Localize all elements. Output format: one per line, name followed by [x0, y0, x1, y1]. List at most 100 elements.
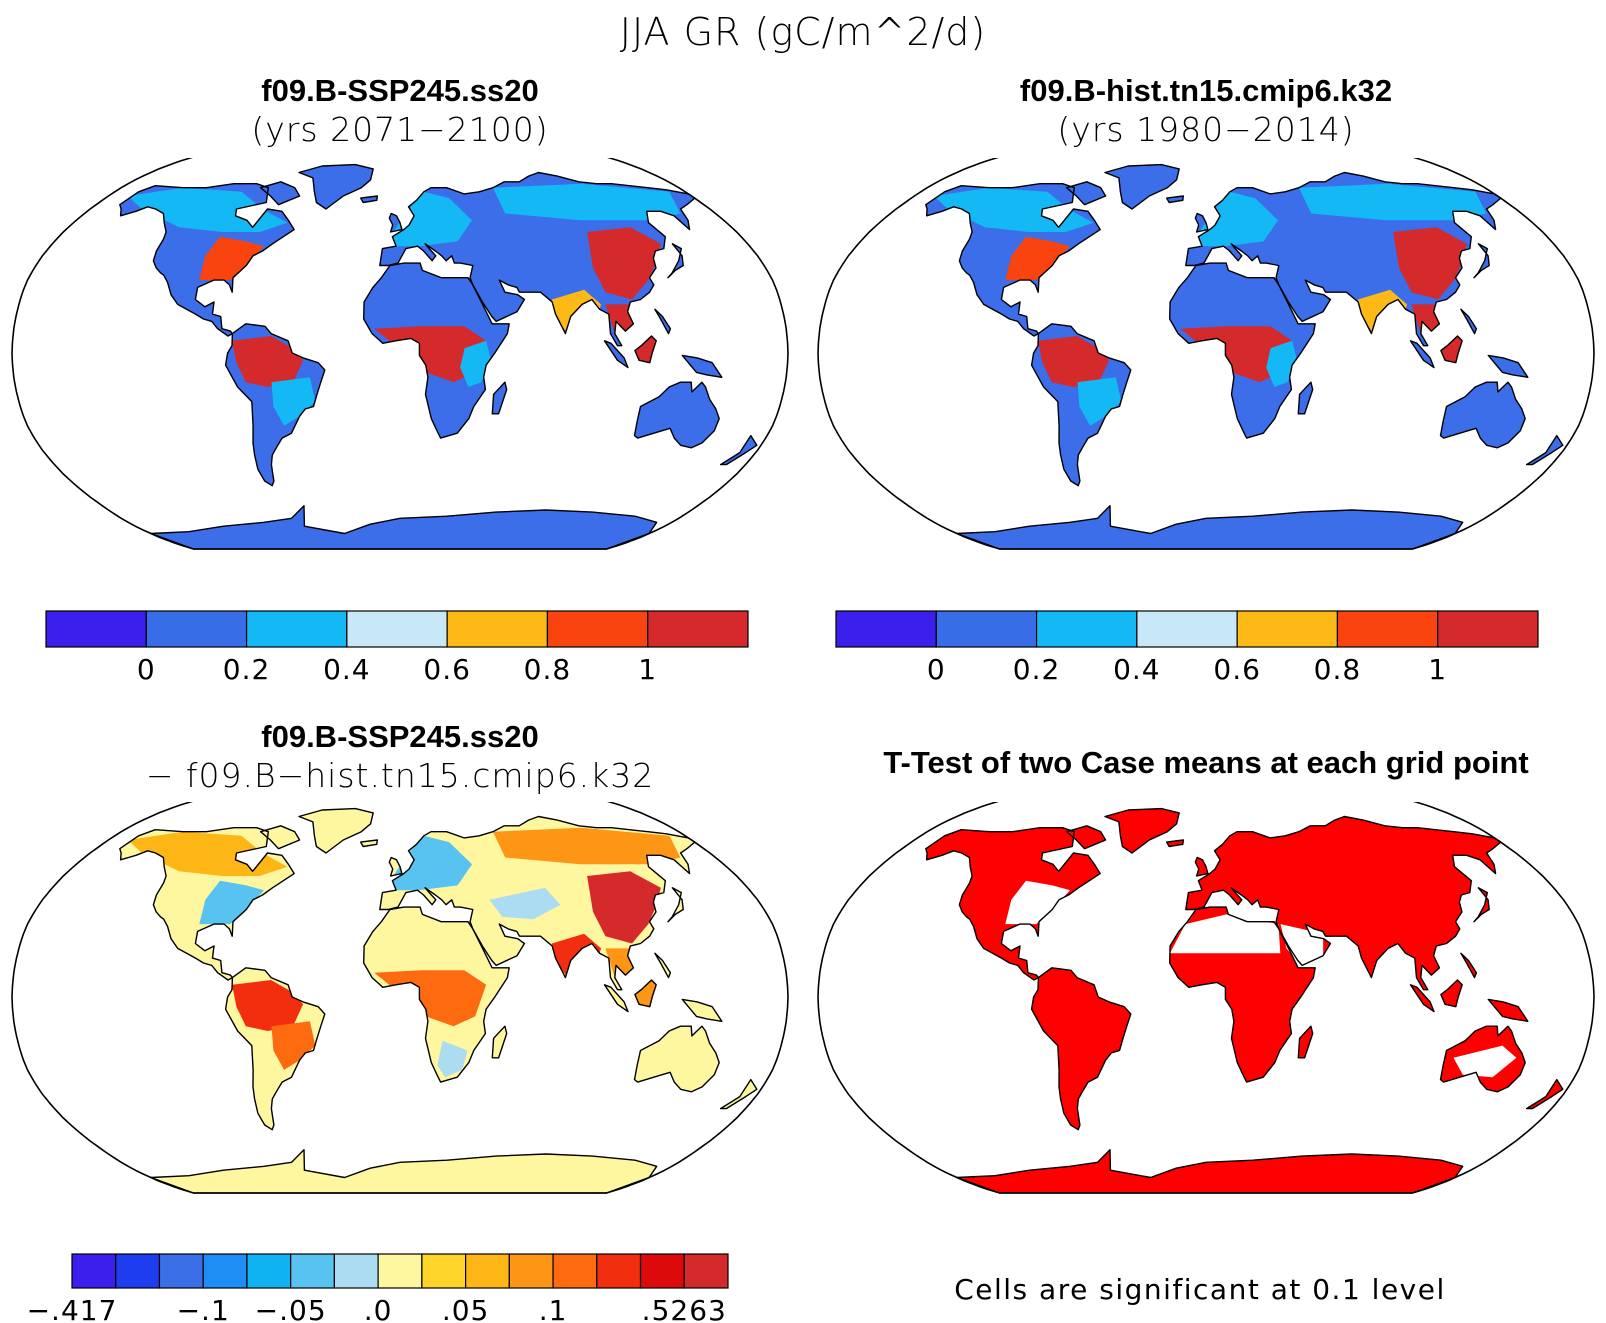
coastline-borneo — [634, 979, 657, 1008]
coastline-australia — [1439, 381, 1526, 449]
colorbar-label: 0.4 — [323, 653, 371, 686]
colorbar-label: 1 — [638, 653, 657, 686]
colorbar-swatch — [508, 1253, 554, 1289]
coastline-baffin — [259, 825, 301, 850]
colorbar-swatch — [158, 1253, 204, 1289]
colorbar-swatch — [1236, 610, 1339, 648]
map-panel-historical — [817, 158, 1595, 550]
colorbar-label: .1 — [539, 1294, 568, 1323]
field-region-china — [587, 227, 661, 300]
map-border — [11, 158, 789, 550]
coastline-philippines — [1460, 952, 1478, 979]
coastline-philippines — [654, 952, 672, 979]
colorbar-label: 0.2 — [1013, 653, 1061, 686]
colorbar-label: 0.8 — [1314, 653, 1362, 686]
field-region-safrica — [437, 1040, 468, 1078]
coastline-australia — [633, 381, 720, 449]
field-region-china — [1393, 227, 1467, 300]
colorbar-swatch — [333, 1253, 379, 1289]
colorbar-swatch — [1136, 610, 1238, 648]
coastline-borneo — [1440, 979, 1463, 1008]
colorbar-historical: 0 0.2 0.4 0.6 0.8 1 — [835, 610, 1539, 686]
coastline-japan — [667, 243, 684, 279]
map-panel-ssp245 — [11, 158, 789, 550]
coastline-uk — [388, 212, 403, 233]
map-border — [11, 802, 789, 1194]
field-region-europe — [384, 191, 472, 247]
coastline-antarctica — [150, 1149, 658, 1194]
coastline-japan — [667, 887, 684, 923]
colorbar-swatch — [465, 1253, 510, 1289]
coastline-africa — [363, 262, 510, 439]
field-region-eafrica — [1266, 340, 1297, 387]
panel-title-bottom-left: f09.B-SSP245.ss20 − f09.B−hist.tn15.cmip… — [0, 718, 800, 796]
coastline-borneo — [1440, 335, 1463, 364]
coastline-borneo — [634, 335, 657, 364]
field-region-siberia — [492, 827, 681, 865]
panel-title: T-Test of two Case means at each grid po… — [883, 745, 1529, 780]
coastline-namerica — [119, 827, 295, 981]
colorbar-label: 0.8 — [524, 653, 572, 686]
colorbar-label: 0.2 — [223, 653, 271, 686]
coastline-samerica — [1030, 323, 1132, 487]
coastline-iceland — [360, 839, 378, 848]
coastline-newguinea — [681, 354, 723, 378]
field-region-casia — [489, 887, 561, 920]
colorbar-label: 0 — [927, 653, 946, 686]
panel-title-bottom-right: T-Test of two Case means at each grid po… — [806, 744, 1606, 782]
coastline-eurasia — [379, 815, 696, 991]
coastline-australia — [633, 1025, 720, 1093]
colorbar-label: −.05 — [255, 1294, 327, 1323]
coastline-greenland — [1104, 807, 1180, 854]
coastline-iceland — [360, 195, 378, 204]
colorbar-swatch — [639, 1253, 685, 1289]
colorbar-label: 0 — [137, 653, 156, 686]
coastline-sumatra — [1409, 340, 1435, 369]
colorbar-swatch — [145, 610, 248, 648]
field-region-eusa — [1005, 880, 1070, 925]
coastline-baffin — [1065, 181, 1107, 206]
panel-title: f09.B-SSP245.ss20 — [261, 73, 539, 108]
coastline-africa — [1169, 262, 1316, 439]
coastline-sumatra — [603, 984, 629, 1013]
colorbar-label: .0 — [364, 1294, 393, 1323]
panel-subtitle: (yrs 2071−2100) — [251, 110, 549, 149]
panel-title-top-right: f09.B-hist.tn15.cmip6.k32 (yrs 1980−2014… — [806, 72, 1606, 150]
panel-title-top-left: f09.B-SSP245.ss20 (yrs 2071−2100) — [0, 72, 800, 150]
field-region-brazil — [1077, 377, 1122, 426]
field-region-europe — [384, 835, 472, 891]
coastline-nz — [719, 434, 758, 466]
coastline-iceland — [1166, 839, 1184, 848]
coastline-japan — [1473, 887, 1490, 923]
coastline-greenland — [1104, 163, 1180, 210]
colorbar-label: 0.6 — [423, 653, 471, 686]
colorbar-swatch — [647, 610, 749, 648]
colorbar-swatch — [115, 1253, 161, 1289]
colorbar-swatch — [377, 1253, 423, 1289]
panel-subtitle: − f09.B−hist.tn15.cmip6.k32 — [145, 756, 655, 795]
colorbar-swatch — [1437, 610, 1539, 648]
coastline-newguinea — [1487, 998, 1529, 1022]
coastline-samerica — [1030, 967, 1132, 1131]
coastline-uk — [1194, 212, 1209, 233]
coastline-eurasia — [1185, 171, 1502, 347]
colorbar-swatch — [246, 1253, 292, 1289]
field-region-sahara — [1169, 914, 1281, 954]
field-region-siberia — [492, 183, 681, 221]
field-region-siberia — [1298, 183, 1487, 221]
coastline-uk — [1194, 856, 1209, 877]
colorbar-difference: −.417 −.1 −.05 .0 .05 .1 .5263 — [27, 1253, 729, 1323]
coastline-japan — [1473, 243, 1490, 279]
significance-footnote: Cells are significant at 0.1 level — [954, 1273, 1446, 1306]
coastline-madagascar — [1297, 1025, 1314, 1059]
colorbar-swatch — [446, 610, 549, 648]
field-region-eafrica — [460, 340, 491, 387]
colorbar-label: −.1 — [177, 1294, 230, 1323]
colorbar-swatch — [835, 610, 937, 648]
colorbar-swatch — [45, 610, 147, 648]
field-region-china — [587, 871, 661, 944]
colorbar-swatch — [346, 610, 448, 648]
coastline-nz — [1525, 434, 1564, 466]
field-region-amazon — [1038, 336, 1110, 387]
coastline-greenland — [298, 163, 374, 210]
